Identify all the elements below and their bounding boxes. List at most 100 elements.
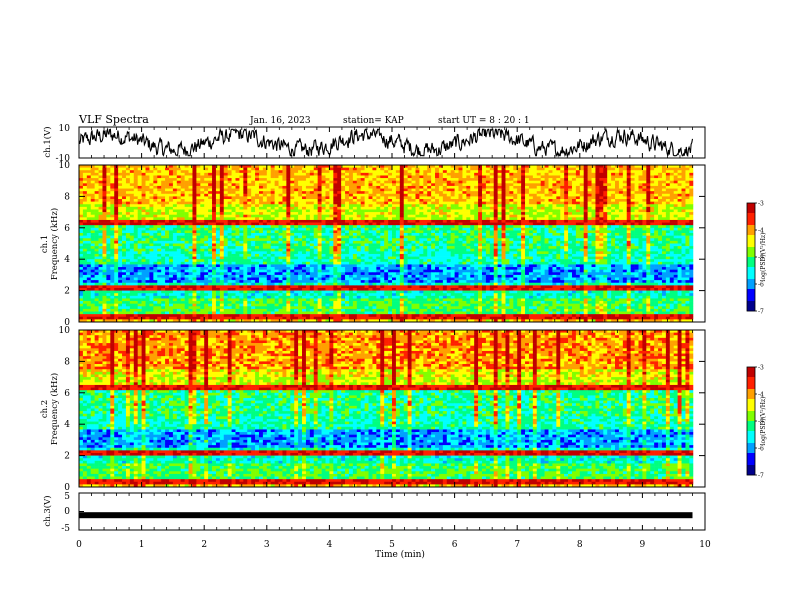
spectrogram-cell [399,178,405,181]
spectrogram-cell [255,201,260,205]
spectrogram-cell [266,240,272,244]
spectrogram-cell [102,196,107,200]
spectrogram-cell [337,188,342,192]
spectrogram-cell [98,180,103,184]
spectrogram-cell [313,193,318,197]
spectrogram-cell [407,214,412,218]
spectrogram-cell [270,185,275,189]
spectrogram-cell [658,227,663,231]
spectrogram-cell [79,219,84,223]
spectrogram-cell [243,219,248,223]
spectrogram-cell [407,196,412,200]
spectrogram-cell [212,180,217,184]
spectrogram-cell [517,214,522,218]
spectrogram-cell [587,240,592,244]
spectrogram-cell [184,199,189,202]
spectrogram-cell [122,235,127,239]
spectrogram-cell [654,206,659,210]
spectrogram-cell [388,204,393,208]
spectrogram-cell [415,222,420,226]
spectrogram-cell [192,191,197,195]
spectrogram-cell [200,170,205,174]
spectrogram-cell [302,209,307,213]
spectrogram-cell [622,201,628,205]
spectrogram-cell [137,227,142,231]
spectrogram-cell [571,238,577,242]
spectrogram-cell [681,230,686,234]
spectrogram-cell [517,180,522,184]
spectrogram-cell [622,199,628,202]
spectrogram-cell [196,204,201,208]
spectrogram-cell [665,217,671,221]
spectrogram-cell [540,238,545,242]
spectrogram-cell [317,175,322,179]
spectrogram-cell [86,235,92,239]
spectrogram-cell [701,233,705,236]
spectrogram-cell [352,196,358,200]
spectrogram-cell [509,180,514,184]
spectrogram-cell [493,235,498,239]
spectrogram-cell [282,240,287,244]
spectrogram-cell [403,199,408,202]
spectrogram-cell [227,199,232,202]
spectrogram-cell [82,240,88,244]
spectrogram-cell [513,235,518,239]
spectrogram-cell [192,227,197,231]
spectrogram-cell [442,217,448,221]
spectrogram-cell [380,175,385,179]
spectrogram-cell [360,240,365,244]
spectrogram-cell [129,219,135,223]
spectrogram-cell [435,185,440,189]
spectrogram-cell [481,196,487,200]
spectrogram-cell [458,225,463,229]
spectrogram-cell [646,170,651,174]
spectrogram-cell [345,219,350,223]
spectrogram-cell [415,185,420,189]
spectrogram-cell [454,201,459,205]
spectrogram-cell [591,167,596,171]
spectrogram-cell [470,191,475,195]
spectrogram-cell [348,206,354,210]
spectrogram-cell [595,193,600,197]
spectrogram-cell [122,185,127,189]
spectrogram-cell [212,191,217,195]
spectrogram-cell [544,175,549,179]
spectrogram-cell [540,222,545,226]
spectrogram-cell [114,219,119,223]
spectrogram-cell [137,180,142,184]
spectrogram-cell [298,170,303,174]
spectrogram-cell [560,183,565,187]
spectrogram-cell [568,170,573,174]
spectrogram-cell [165,238,170,242]
spectrogram-cell [591,196,596,200]
spectrogram-cell [161,183,166,187]
spectrogram-cell [79,196,84,200]
spectrogram-cell [266,235,272,239]
spectrogram-cell [442,167,448,171]
spectrogram-cell [646,212,651,216]
spectrogram-cell [200,185,205,189]
spectrogram-cell [591,183,596,187]
spectrogram-cell [333,193,338,197]
spectrogram-cell [129,199,135,202]
spectrogram-cell [415,201,420,205]
spectrogram-cell [153,217,158,221]
spectrogram-cell [165,172,170,176]
spectrogram-cell [650,212,655,216]
spectrogram-cell [532,235,538,239]
spectrogram-cell [544,212,549,216]
spectrogram-cell [528,233,534,236]
spectrogram-cell [317,178,322,181]
spectrogram-cell [544,170,549,174]
spectrogram-cell [579,201,585,205]
spectrogram-cell [200,214,205,218]
spectrogram-cell [423,188,428,192]
spectrogram-cell [392,212,397,216]
spectrogram-cell [255,235,260,239]
spectrogram-cell [321,172,326,176]
spectrogram-cell [536,233,541,236]
spectrogram-cell [658,230,663,234]
spectrogram-cell [149,178,154,181]
spectrogram-cell [435,212,440,216]
spectrogram-cell [470,165,475,168]
